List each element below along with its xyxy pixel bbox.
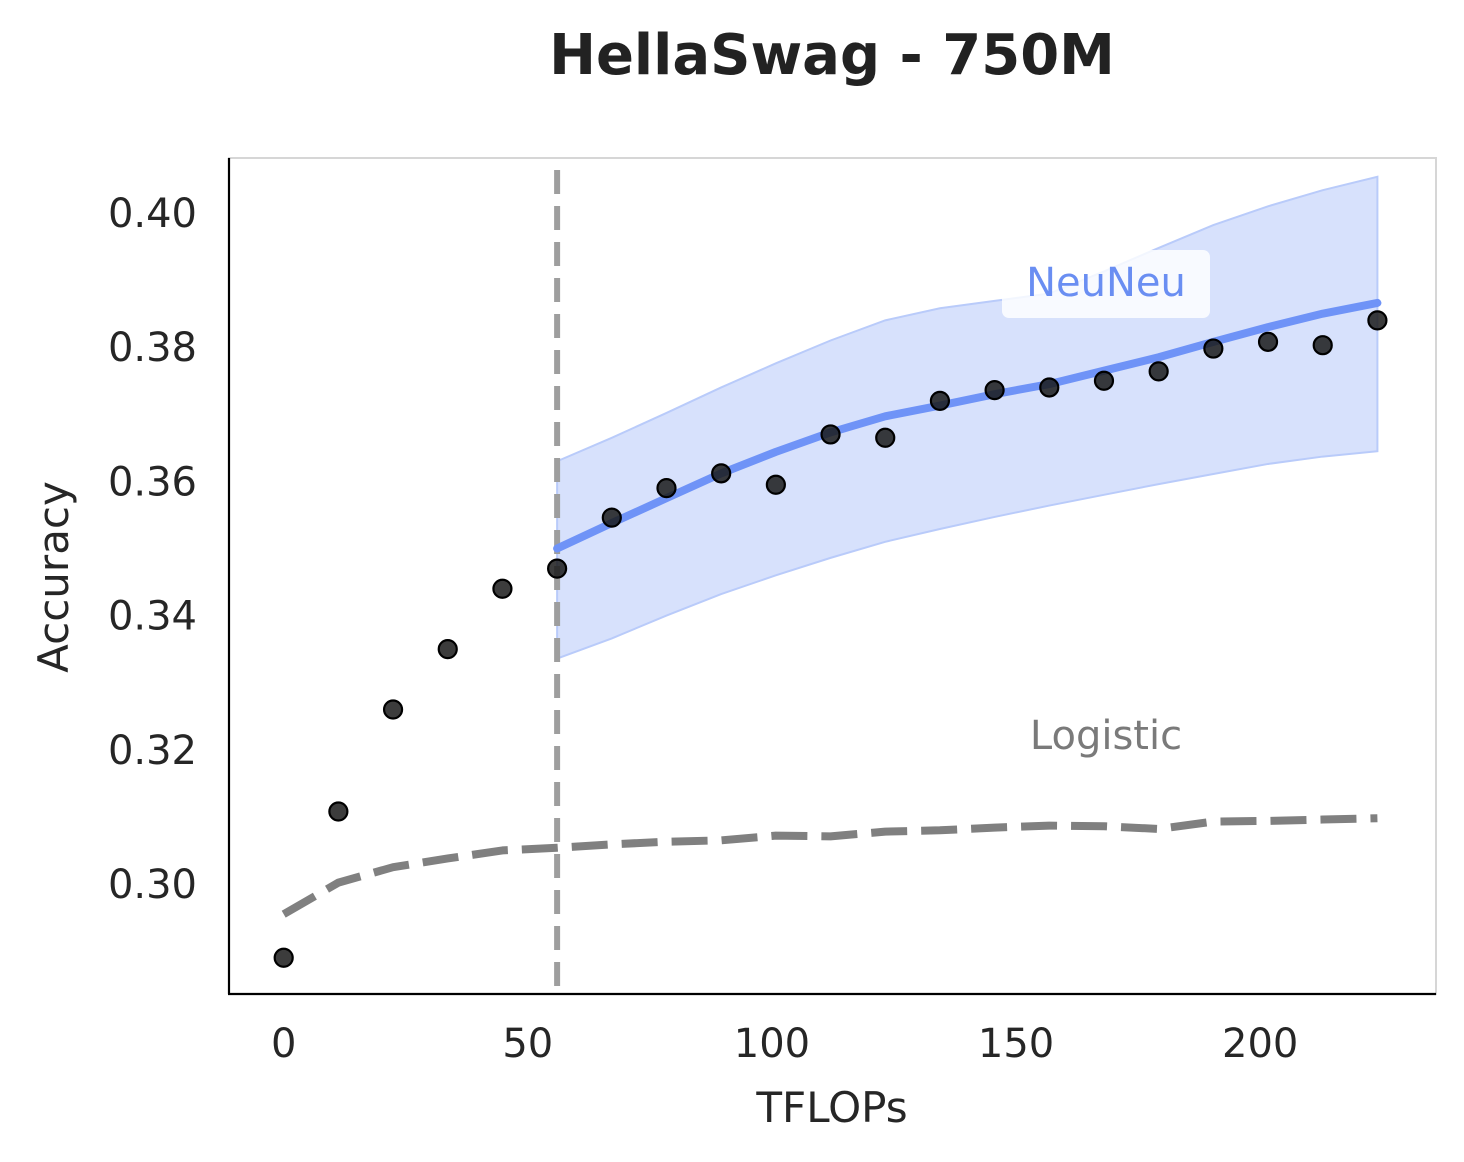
observed-point <box>984 380 1005 401</box>
y-tick-label: 0.38 <box>108 325 197 371</box>
observed-point <box>656 478 677 499</box>
observed-point <box>1312 335 1333 356</box>
observed-point <box>1093 370 1115 391</box>
observed-point <box>765 474 786 495</box>
logistic-series-line <box>281 814 1378 918</box>
y-tick-label: 0.40 <box>108 191 197 237</box>
plot-area <box>227 157 1437 996</box>
x-axis-label: TFLOPs <box>755 1083 907 1132</box>
neuneu-series-label: NeuNeu <box>1026 260 1186 306</box>
x-tick-label: 50 <box>502 1021 553 1067</box>
observed-point <box>1039 377 1060 398</box>
observed-point <box>1203 338 1224 359</box>
x-tick-label: 200 <box>1222 1021 1298 1067</box>
y-tick-labels: 0.30 0.32 0.34 0.36 0.38 0.40 <box>108 191 197 908</box>
logistic-series-label: Logistic <box>1030 713 1182 759</box>
y-tick-label: 0.34 <box>108 594 197 640</box>
observed-point <box>929 390 951 411</box>
observed-point <box>711 463 732 484</box>
x-tick-label: 100 <box>734 1021 810 1067</box>
observed-point <box>328 801 349 822</box>
y-axis-label: Accuracy <box>29 481 78 673</box>
observed-point <box>437 639 458 660</box>
y-tick-label: 0.30 <box>108 862 197 908</box>
x-tick-label: 150 <box>978 1021 1054 1067</box>
neuneu-label-box <box>1002 250 1210 318</box>
observed-point <box>601 507 622 528</box>
observed-point <box>1148 361 1169 382</box>
observed-point <box>547 558 568 579</box>
x-tick-labels: 0 50 100 150 200 <box>271 1021 1298 1067</box>
chart-title: HellaSwag - 750M <box>549 23 1115 88</box>
y-tick-label: 0.32 <box>108 728 197 774</box>
x-tick-label: 0 <box>271 1021 296 1067</box>
series-annotations: NeuNeu Logistic <box>1002 250 1210 759</box>
y-tick-label: 0.36 <box>108 459 197 505</box>
neuneu-series-line <box>553 298 1382 553</box>
observed-point <box>1257 331 1279 352</box>
series-line-layer <box>281 298 1382 918</box>
observed-point <box>875 427 896 448</box>
observed-point <box>382 699 404 720</box>
observed-point <box>820 424 841 445</box>
observed-point <box>492 578 513 599</box>
observed-points-layer <box>273 310 1388 968</box>
observed-point <box>1367 310 1388 331</box>
observed-point <box>273 947 294 968</box>
